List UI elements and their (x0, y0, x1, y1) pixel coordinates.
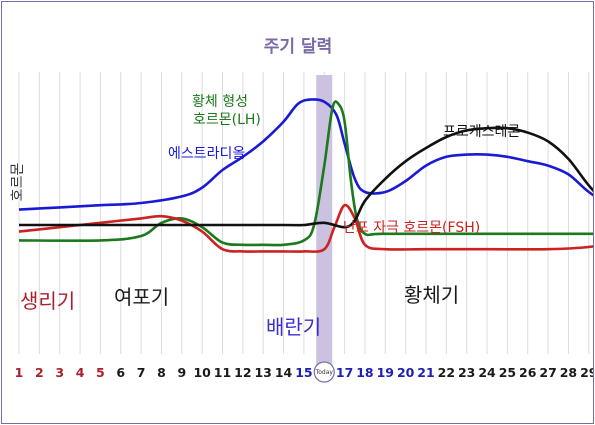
series-label-lh-line1: 황체 형성 (192, 94, 248, 110)
x-tick-15: 15 (295, 365, 312, 380)
chart-title: 주기 달력 (264, 36, 332, 57)
x-tick-14: 14 (275, 365, 293, 380)
x-tick-9: 9 (177, 365, 186, 380)
series-label-estradiol: 에스트라디올 (168, 146, 245, 162)
today-marker (313, 361, 335, 383)
series-line-1 (18, 100, 593, 247)
series-labels: 에스트라디올 황체 형성 호르몬(LH) 난포 자극 호르몬(FSH) 프로게스… (168, 94, 520, 236)
x-tick-29: 29 (580, 365, 593, 380)
x-tick-20: 20 (397, 365, 415, 380)
y-axis-label: 호르몬 (10, 163, 26, 202)
x-tick-23: 23 (458, 365, 475, 380)
x-tick-24: 24 (478, 365, 496, 380)
series-line-3 (18, 126, 593, 229)
series-lines (18, 98, 593, 253)
x-tick-10: 10 (193, 365, 211, 380)
series-label-progesterone: 프로게스테론 (443, 124, 520, 140)
x-tick-13: 13 (254, 365, 271, 380)
x-tick-6: 6 (116, 365, 125, 380)
grid (18, 72, 590, 354)
x-tick-today: Today (315, 369, 334, 376)
series-label-fsh: 난포 자극 호르몬(FSH) (343, 220, 480, 236)
phase-follicular: 여포기 (114, 285, 169, 309)
x-tick-26: 26 (519, 365, 537, 380)
phase-menstrual: 생리기 (20, 289, 75, 313)
x-tick-27: 27 (539, 365, 556, 380)
x-tick-1: 1 (15, 365, 24, 380)
x-tick-labels: 1 2 3 4 5 6 7 8 9 10 11 12 13 14 15 Today 17 18 19 20 21 22 23… (15, 361, 593, 383)
x-tick-2: 2 (35, 365, 44, 380)
series-label-lh-line2: 호르몬(LH) (193, 112, 261, 128)
x-tick-3: 3 (55, 365, 64, 380)
x-tick-22: 22 (438, 365, 455, 380)
x-tick-12: 12 (234, 365, 251, 380)
x-tick-11: 11 (214, 365, 231, 380)
x-tick-19: 19 (377, 365, 394, 380)
x-tick-17: 17 (336, 365, 353, 380)
series-line-2 (18, 203, 593, 253)
phase-luteal: 황체기 (404, 283, 459, 307)
x-tick-21: 21 (417, 365, 434, 380)
x-tick-4: 4 (76, 365, 85, 380)
phase-ovulation: 배란기 (266, 315, 321, 339)
x-tick-5: 5 (96, 365, 105, 380)
x-tick-7: 7 (137, 365, 146, 380)
x-tick-8: 8 (157, 365, 166, 380)
x-tick-18: 18 (356, 365, 373, 380)
x-tick-25: 25 (499, 365, 516, 380)
x-tick-28: 28 (560, 365, 577, 380)
